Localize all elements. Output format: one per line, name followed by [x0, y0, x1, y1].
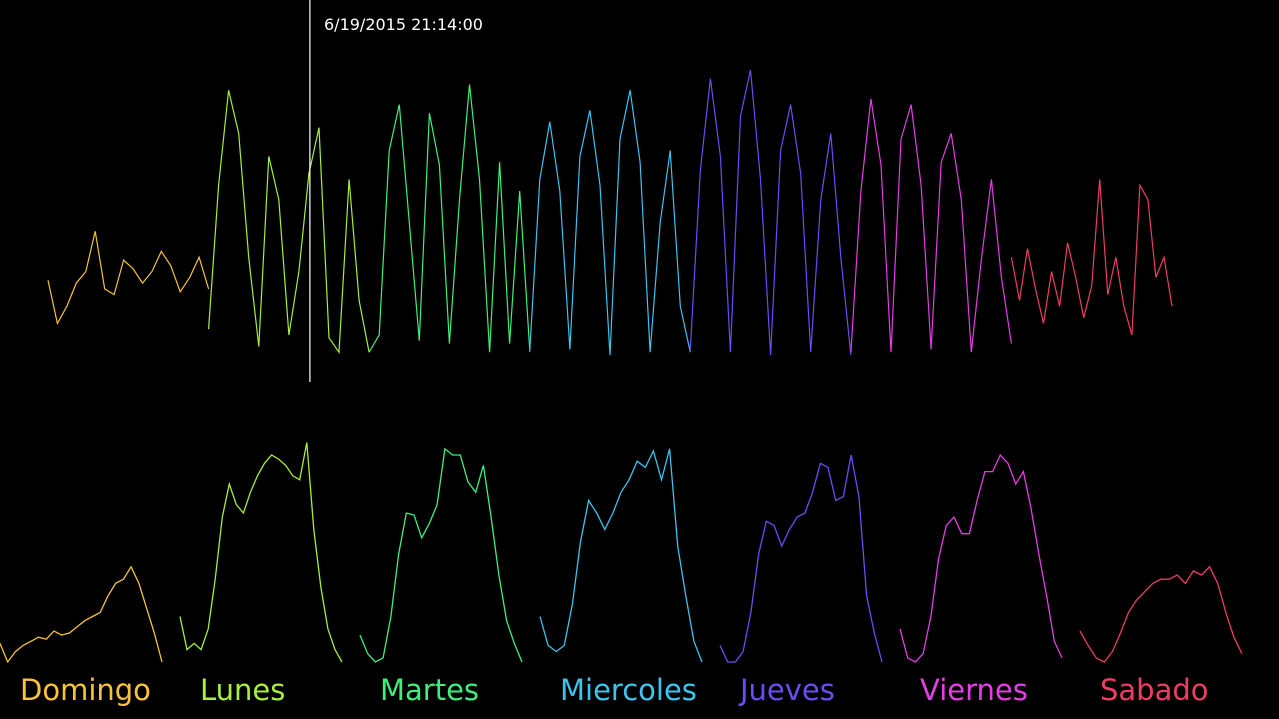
day-label-sabado: Sabado	[1100, 673, 1209, 707]
day-label-viernes: Viernes	[920, 673, 1028, 707]
timeline-series-jueves	[689, 69, 852, 356]
profile-series-lunes	[179, 442, 343, 663]
day-label-domingo: Domingo	[20, 673, 151, 707]
weekly-timeline-chart	[47, 69, 1173, 356]
profile-series-miercoles	[539, 448, 703, 663]
timeline-series-martes	[368, 84, 531, 353]
timeline-series-viernes	[850, 98, 1012, 353]
profile-series-viernes	[899, 453, 1063, 663]
profile-series-domingo	[0, 565, 163, 664]
timeline-series-domingo	[47, 231, 210, 326]
cursor-timestamp: 6/19/2015 21:14:00	[324, 15, 483, 34]
timeline-series-miercoles	[529, 90, 691, 356]
daily-profile-chart: Domingo Lunes Martes Miercoles Jueves Viernes…	[0, 442, 1243, 707]
day-label-lunes: Lunes	[200, 673, 285, 707]
profile-series-jueves	[719, 454, 883, 663]
day-label-martes: Martes	[380, 673, 479, 707]
profile-series-martes	[359, 447, 523, 663]
timeline-series-lunes	[208, 90, 370, 354]
day-label-jueves: Jueves	[738, 673, 835, 707]
day-label-miercoles: Miercoles	[560, 673, 697, 707]
profile-series-sabado	[1079, 565, 1243, 663]
timeline-series-sabado	[1010, 179, 1173, 336]
